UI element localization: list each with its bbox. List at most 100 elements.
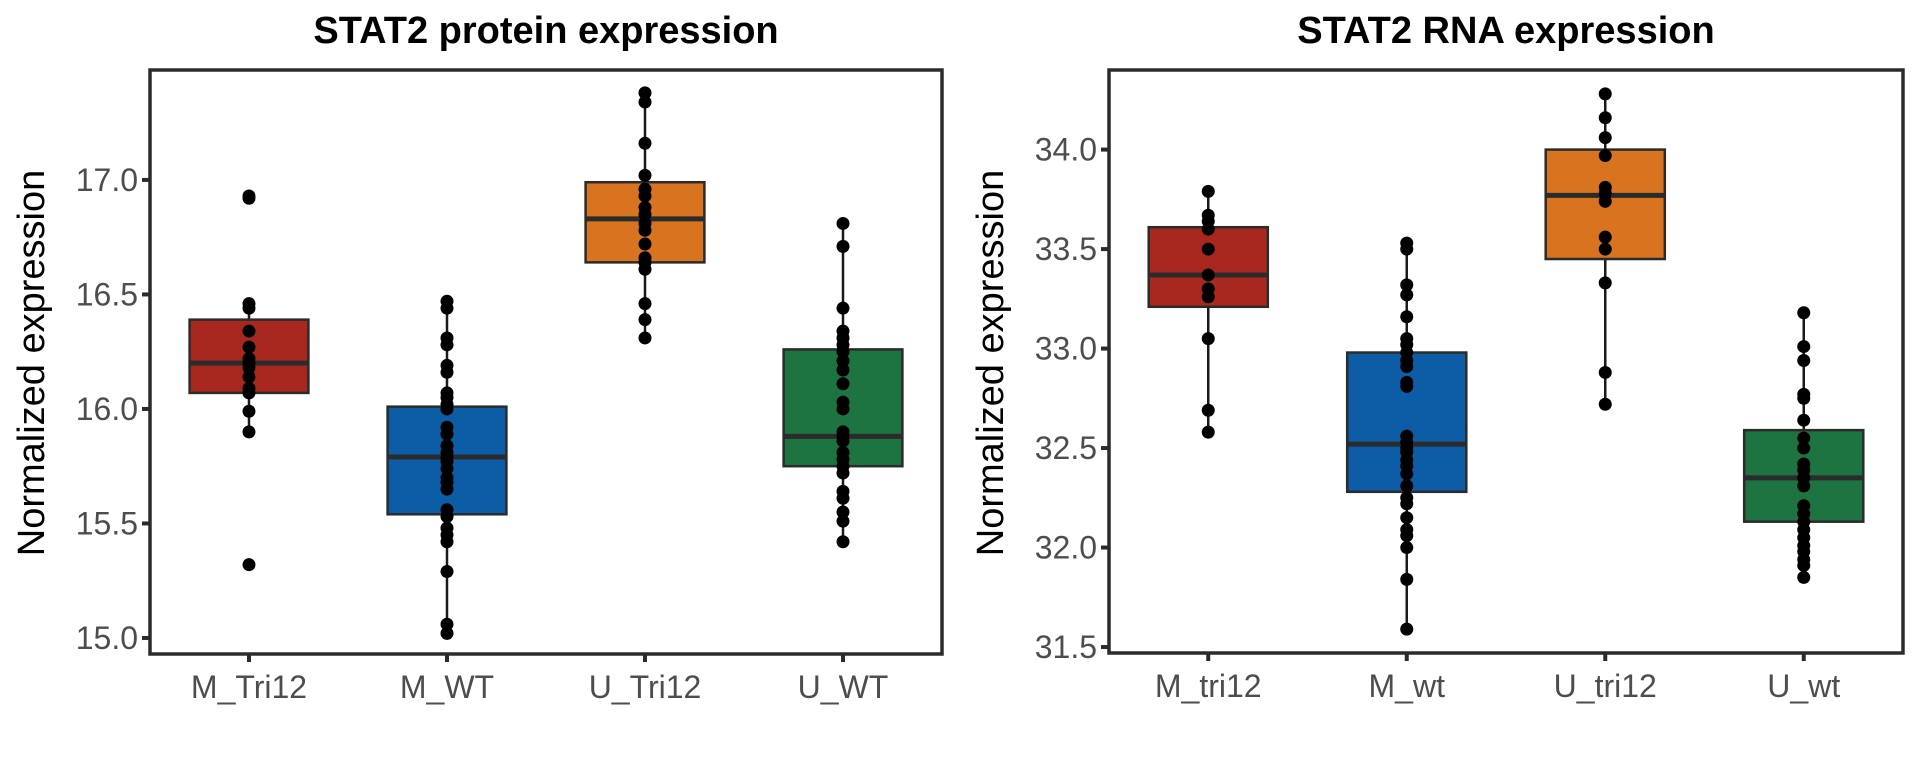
data-point (836, 345, 850, 359)
data-point (242, 404, 256, 418)
data-point (1797, 431, 1811, 445)
data-point (638, 207, 652, 221)
box-group-m-tri12 (1147, 184, 1270, 439)
data-point (836, 505, 850, 519)
box-group-m-wt (1345, 236, 1468, 636)
panel-title: STAT2 protein expression (313, 10, 778, 52)
data-point (242, 425, 256, 439)
data-point (1797, 558, 1811, 572)
data-point (836, 402, 850, 416)
data-point (836, 239, 850, 253)
data-point (242, 301, 256, 315)
y-tick-label: 15.0 (76, 620, 138, 656)
y-tick-label: 32.5 (1035, 430, 1097, 466)
data-point (1201, 290, 1215, 304)
data-point (1400, 529, 1414, 543)
data-point (440, 427, 454, 441)
data-point (836, 354, 850, 368)
box-group-m-tri12 (188, 189, 310, 572)
data-point (836, 216, 850, 230)
plot-frame (1107, 68, 1905, 655)
data-point (440, 402, 454, 416)
data-point (836, 301, 850, 315)
data-point (1598, 149, 1612, 163)
box-group-m-wt (386, 294, 508, 640)
data-point (1797, 441, 1811, 455)
data-point (440, 461, 454, 475)
data-point (1797, 570, 1811, 584)
data-point (638, 223, 652, 237)
data-point (638, 297, 652, 311)
data-point (1400, 242, 1414, 256)
data-point (1201, 332, 1215, 346)
data-point (1797, 391, 1811, 405)
data-point (242, 191, 256, 205)
y-tick-label: 17.0 (76, 162, 138, 198)
data-point (836, 514, 850, 528)
data-point (638, 331, 652, 345)
data-point (638, 262, 652, 276)
data-point (1797, 479, 1811, 493)
y-axis-label: Normalized expression (11, 170, 53, 557)
y-axis-label: Normalized expression (970, 170, 1012, 557)
data-point (440, 535, 454, 549)
y-tick-label: 33.5 (1035, 231, 1097, 267)
data-point (1797, 354, 1811, 368)
panel-title: STAT2 RNA expression (1297, 10, 1714, 52)
x-tick-label: U_WT (798, 669, 889, 705)
y-tick-label: 16.0 (76, 391, 138, 427)
data-point (1400, 479, 1414, 493)
data-point (1400, 467, 1414, 481)
data-point (242, 340, 256, 354)
data-point (1797, 340, 1811, 354)
data-point (1201, 184, 1215, 198)
data-point (1201, 403, 1215, 417)
y-tick-label: 34.0 (1035, 132, 1097, 168)
data-point (440, 565, 454, 579)
data-point (1400, 288, 1414, 302)
data-point (242, 558, 256, 572)
box-group-u-wt (782, 216, 904, 549)
data-point (1598, 87, 1612, 101)
data-point (1201, 222, 1215, 236)
x-tick-label: M_wt (1369, 668, 1446, 704)
data-point (1400, 359, 1414, 373)
data-point (638, 313, 652, 327)
y-tick-label: 16.5 (76, 276, 138, 312)
data-point (440, 365, 454, 379)
data-point (1400, 572, 1414, 586)
x-tick-label: M_WT (400, 669, 494, 705)
rna-expression-panel: STAT2 RNA expression Normalized expressi… (970, 10, 1905, 704)
data-point (440, 338, 454, 352)
y-tick-label: 32.0 (1035, 530, 1097, 566)
data-point (1797, 306, 1811, 320)
data-point (1598, 131, 1612, 145)
data-point (638, 136, 652, 150)
data-point (836, 363, 850, 377)
x-tick-label: M_Tri12 (191, 669, 307, 705)
data-point (440, 626, 454, 640)
plot-frame (148, 68, 944, 656)
data-point (440, 301, 454, 315)
data-point (1598, 397, 1612, 411)
data-point (1598, 230, 1612, 244)
x-tick-label: M_tri12 (1155, 668, 1262, 704)
data-point (836, 377, 850, 391)
data-point (1598, 194, 1612, 208)
data-point (1201, 268, 1215, 282)
data-point (1400, 310, 1414, 324)
data-point (1400, 541, 1414, 555)
x-tick-label: U_wt (1767, 668, 1840, 704)
data-point (1400, 511, 1414, 525)
data-point (242, 324, 256, 338)
data-point (638, 237, 652, 251)
data-point (440, 482, 454, 496)
data-point (1598, 242, 1612, 256)
data-point (836, 434, 850, 448)
data-point (638, 189, 652, 203)
data-point (836, 535, 850, 549)
data-point (638, 86, 652, 100)
data-point (1400, 278, 1414, 292)
box-group-u-tri12 (584, 86, 706, 345)
